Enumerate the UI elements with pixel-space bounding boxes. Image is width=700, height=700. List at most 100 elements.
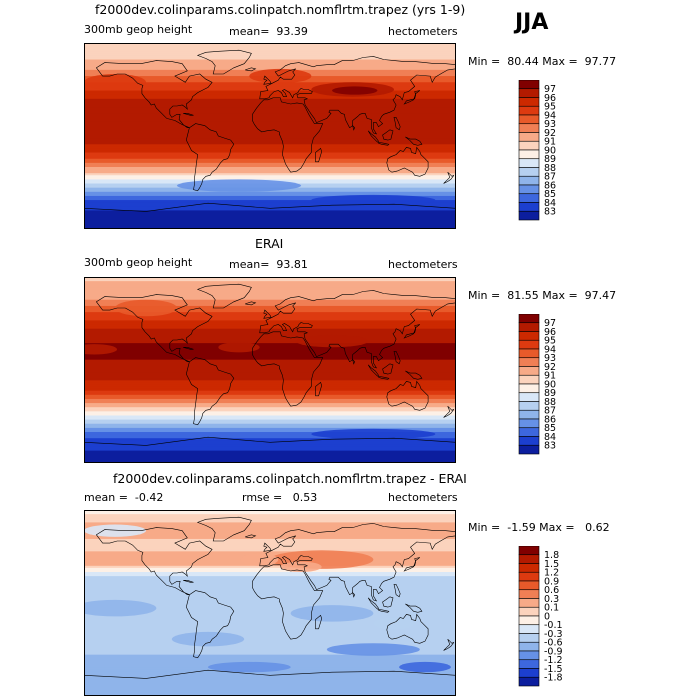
field-band xyxy=(84,173,456,176)
panel-1-title: f2000dev.colinparams.colinpatch.nomflrtm… xyxy=(95,2,466,17)
coastline xyxy=(263,542,272,552)
colorbar-box xyxy=(518,175,540,186)
field-feature xyxy=(115,299,177,317)
colorbar-box xyxy=(518,650,540,661)
coastline xyxy=(386,380,429,411)
field-band xyxy=(84,115,456,118)
field-band xyxy=(84,150,456,154)
colorbar-tick-label: 97 xyxy=(544,318,556,329)
coastline xyxy=(245,67,257,72)
field-band xyxy=(84,642,456,645)
field-band xyxy=(84,605,456,608)
field-band xyxy=(84,631,456,635)
coastline xyxy=(315,614,323,630)
colorbar-tick-label: -1.8 xyxy=(544,673,563,684)
field-band xyxy=(84,113,456,116)
panel-3-mean-label: mean = -0.42 xyxy=(84,491,164,504)
coastline xyxy=(196,283,252,309)
coastline-antarctica xyxy=(84,669,456,679)
field-band xyxy=(84,677,456,681)
colorbar-tick-label: 88 xyxy=(544,163,556,174)
colorbar-tick-label: 96 xyxy=(544,93,556,104)
colorbar-tick-label: 83 xyxy=(544,441,556,452)
colorbar-box xyxy=(518,114,540,125)
field-feature xyxy=(218,342,260,353)
colorbar-box xyxy=(518,580,540,591)
field-band xyxy=(84,363,456,367)
field-band xyxy=(84,636,456,639)
field-feature xyxy=(290,605,374,622)
field-band xyxy=(84,598,456,602)
field-band xyxy=(84,222,456,226)
field-band xyxy=(84,660,456,664)
coastline xyxy=(405,603,423,613)
colorbar-box xyxy=(518,598,540,608)
field-band xyxy=(84,144,456,147)
coastline xyxy=(403,324,420,339)
field-band xyxy=(84,92,456,96)
map-frame xyxy=(84,510,456,696)
colorbar-box xyxy=(518,383,540,394)
colorbar-tick-label: 85 xyxy=(544,423,556,434)
colorbar-tick-label: 93 xyxy=(544,119,556,130)
field-band xyxy=(84,407,456,410)
field-band xyxy=(84,551,456,554)
field-band xyxy=(84,297,456,301)
colorbar-box xyxy=(518,427,540,437)
field-band xyxy=(84,291,456,295)
field-band xyxy=(84,646,456,650)
coastline xyxy=(443,171,455,184)
field-band xyxy=(84,434,456,437)
field-band xyxy=(84,675,456,678)
field-band xyxy=(84,458,456,462)
field-band xyxy=(84,617,456,621)
colorbar-tick-label: 0.6 xyxy=(544,585,559,596)
colorbar-box xyxy=(518,563,540,573)
field-band xyxy=(84,450,456,454)
field-band xyxy=(84,138,456,141)
field-band xyxy=(84,140,456,143)
field-band xyxy=(84,648,456,652)
field-band xyxy=(84,370,456,373)
field-band xyxy=(84,96,456,100)
coastline xyxy=(185,357,235,426)
field-band xyxy=(84,43,456,46)
colorbar-box xyxy=(518,210,540,221)
field-band xyxy=(84,119,456,123)
field-band xyxy=(84,198,456,201)
colorbar-tick-label: 87 xyxy=(544,406,556,417)
field-band xyxy=(84,334,456,338)
field-band xyxy=(84,283,456,286)
coastline xyxy=(252,97,324,173)
coastline xyxy=(259,56,456,135)
panel-1-variable-label: 300mb geop height xyxy=(84,23,193,36)
field-band xyxy=(84,623,456,627)
field-band xyxy=(84,226,456,229)
colorbar-box xyxy=(518,571,540,582)
field-band xyxy=(84,330,456,334)
colorbar-tick-label: 95 xyxy=(544,336,556,347)
field-band xyxy=(84,584,456,588)
coastline xyxy=(367,130,379,143)
coastline xyxy=(252,564,324,640)
coastline xyxy=(367,597,379,610)
field-band xyxy=(84,156,456,160)
field-band xyxy=(84,656,456,660)
field-band xyxy=(84,625,456,629)
field-feature xyxy=(311,428,436,440)
field-band xyxy=(84,613,456,616)
field-band xyxy=(84,580,456,583)
field-band xyxy=(84,189,456,193)
field-band xyxy=(84,438,456,441)
field-band xyxy=(84,679,456,683)
field-band xyxy=(84,543,456,546)
colorbar-tick-label: 83 xyxy=(544,207,556,218)
colorbar-box xyxy=(518,615,540,626)
field-band xyxy=(84,361,456,365)
field-band xyxy=(84,98,456,102)
field-band xyxy=(84,355,456,359)
colorbar-box xyxy=(518,546,540,556)
field-band xyxy=(84,629,456,633)
colorbar-box xyxy=(518,80,540,90)
field-band xyxy=(84,524,456,528)
